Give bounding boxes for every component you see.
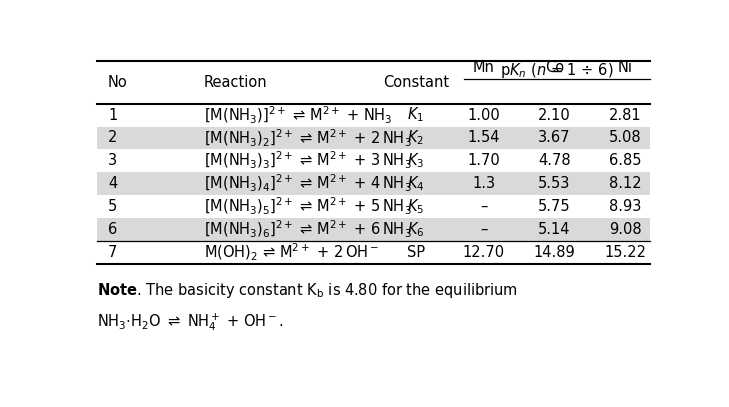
Text: 5.14: 5.14 [538,222,571,237]
Text: [M(NH$_3$)$_4$]$^{2+}$ ⇌ M$^{2+}$ + 4 NH$_3$: [M(NH$_3$)$_4$]$^{2+}$ ⇌ M$^{2+}$ + 4 NH… [204,173,412,194]
Text: NH$_3$$\cdot$H$_2$O $\rightleftharpoons$ NH$_4^+$ + OH$^-$.: NH$_3$$\cdot$H$_2$O $\rightleftharpoons$… [97,311,284,333]
Text: SP: SP [407,245,425,260]
Text: 5.08: 5.08 [609,131,642,145]
Text: [M(NH$_3$)$_5$]$^{2+}$ ⇌ M$^{2+}$ + 5 NH$_3$: [M(NH$_3$)$_5$]$^{2+}$ ⇌ M$^{2+}$ + 5 NH… [204,196,412,217]
Text: 4.78: 4.78 [538,153,571,168]
Text: [M(NH$_3$)$_2$]$^{2+}$ ⇌ M$^{2+}$ + 2 NH$_3$: [M(NH$_3$)$_2$]$^{2+}$ ⇌ M$^{2+}$ + 2 NH… [204,127,412,149]
Text: 8.12: 8.12 [609,176,642,191]
Text: 1.70: 1.70 [467,153,500,168]
Text: 5.53: 5.53 [538,176,571,191]
Text: 8.93: 8.93 [609,199,642,214]
Text: 3: 3 [108,153,117,168]
Text: Constant: Constant [383,75,449,90]
Text: Co: Co [545,59,564,74]
Text: –: – [480,199,488,214]
Text: 1.3: 1.3 [472,176,495,191]
Text: 1: 1 [108,107,117,123]
Text: p$K_n$ ($n$ = 1 $\div$ 6): p$K_n$ ($n$ = 1 $\div$ 6) [501,61,614,80]
Text: Mn: Mn [473,59,495,74]
Text: $K_2$: $K_2$ [408,129,424,147]
Text: $K_4$: $K_4$ [408,175,425,193]
Text: 6: 6 [108,222,117,237]
Text: 1.54: 1.54 [467,131,500,145]
Text: $K_6$: $K_6$ [408,220,425,239]
Text: [M(NH$_3$)]$^{2+}$ ⇌ M$^{2+}$ + NH$_3$: [M(NH$_3$)]$^{2+}$ ⇌ M$^{2+}$ + NH$_3$ [204,105,392,126]
Text: 14.89: 14.89 [534,245,575,260]
Text: 12.70: 12.70 [463,245,505,260]
Bar [97,172,650,195]
Text: No: No [108,75,128,90]
Text: 9.08: 9.08 [609,222,642,237]
Text: –: – [480,222,488,237]
Text: 2: 2 [108,131,117,145]
Bar [97,127,650,149]
Text: 7: 7 [108,245,117,260]
Text: 6.85: 6.85 [609,153,642,168]
Text: 5.75: 5.75 [538,199,571,214]
Text: 2.10: 2.10 [538,107,571,123]
Text: Reaction: Reaction [204,75,268,90]
Text: 1.00: 1.00 [467,107,500,123]
Text: 4: 4 [108,176,117,191]
Text: [M(NH$_3$)$_6$]$^{2+}$ ⇌ M$^{2+}$ + 6 NH$_3$: [M(NH$_3$)$_6$]$^{2+}$ ⇌ M$^{2+}$ + 6 NH… [204,219,412,240]
Text: Ni: Ni [617,59,633,74]
Text: 5: 5 [108,199,117,214]
Text: $K_3$: $K_3$ [408,151,424,170]
Text: $K_5$: $K_5$ [408,197,424,216]
Text: 2.81: 2.81 [609,107,642,123]
Text: 15.22: 15.22 [604,245,646,260]
Text: M(OH)$_2$ ⇌ M$^{2+}$ + 2 OH$^-$: M(OH)$_2$ ⇌ M$^{2+}$ + 2 OH$^-$ [204,242,380,263]
Text: 3.67: 3.67 [538,131,571,145]
Bar [97,218,650,241]
Text: $K_1$: $K_1$ [408,106,424,125]
Text: $\mathbf{Note}$. The basicity constant K$_\mathregular{b}$ is 4.80 for the equil: $\mathbf{Note}$. The basicity constant K… [97,281,518,300]
Text: [M(NH$_3$)$_3$]$^{2+}$ ⇌ M$^{2+}$ + 3 NH$_3$: [M(NH$_3$)$_3$]$^{2+}$ ⇌ M$^{2+}$ + 3 NH… [204,150,412,171]
